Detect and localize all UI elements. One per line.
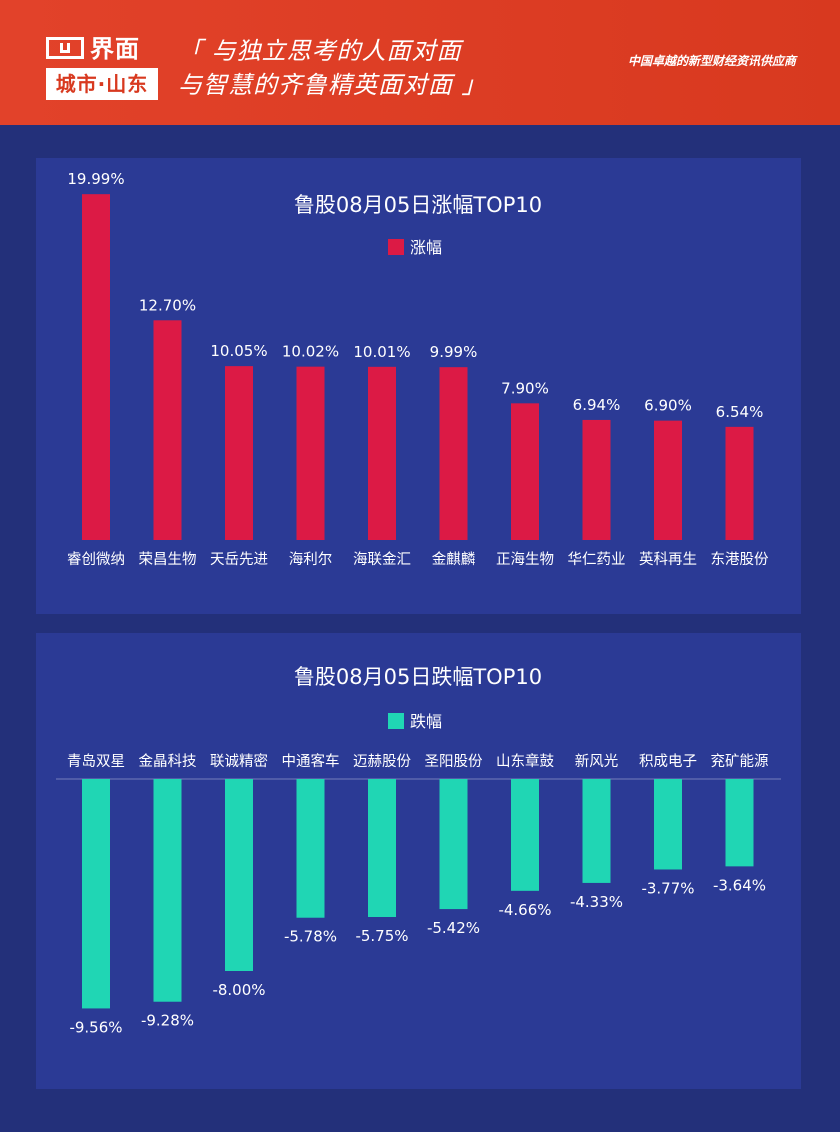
bar <box>439 367 468 540</box>
data-label: -9.56% <box>69 1018 122 1036</box>
legend-label: 涨幅 <box>410 238 442 257</box>
category-label: 正海生物 <box>496 551 554 568</box>
gainers-chart-panel: 鲁股08月05日涨幅TOP10 涨幅 19.99% 睿创微纳 12.70% 荣昌生物 10.… <box>36 158 801 614</box>
logo: 界面 <box>46 33 158 65</box>
data-label: -5.78% <box>284 928 337 946</box>
bar <box>511 779 539 891</box>
legend-swatch <box>388 713 404 729</box>
legend-label: 跌幅 <box>410 712 442 731</box>
data-label: -8.00% <box>212 981 265 999</box>
bar <box>153 320 182 540</box>
data-label: 10.02% <box>282 343 339 361</box>
bar <box>225 779 253 971</box>
bar <box>296 779 325 918</box>
category-label: 金麒麟 <box>432 551 476 568</box>
logo-subtitle: 城市·山东 <box>46 68 158 100</box>
category-label: 青岛双星 <box>67 753 125 770</box>
data-label: 10.01% <box>353 343 410 361</box>
tagline: 中国卓越的新型财经资讯供应商 <box>627 54 796 68</box>
gainers-chart: 鲁股08月05日涨幅TOP10 涨幅 19.99% 睿创微纳 12.70% 荣昌生物 10.… <box>67 170 769 568</box>
losers-chart-panel: 鲁股08月05日跌幅TOP10 跌幅 -9.56% 青岛双星 -9.28% 金晶科技 -8.… <box>36 633 801 1089</box>
slogan: 「 与独立思考的人面对面 与智慧的齐鲁精英面对面 」 <box>178 34 487 102</box>
data-label: 9.99% <box>430 343 478 361</box>
bar <box>225 366 253 540</box>
category-label: 积成电子 <box>639 753 697 770</box>
logo-title: 界面 <box>90 35 140 63</box>
data-label: -4.33% <box>570 893 623 911</box>
data-label: -4.66% <box>498 901 551 919</box>
data-label: 6.94% <box>573 396 621 414</box>
bar <box>153 779 182 1002</box>
legend-swatch <box>388 239 404 255</box>
category-label: 华仁药业 <box>568 551 626 568</box>
bar <box>582 419 611 540</box>
data-label: 7.90% <box>501 379 549 397</box>
bar <box>82 194 110 540</box>
category-label: 中通客车 <box>282 753 340 770</box>
category-label: 迈赫股份 <box>353 753 411 770</box>
category-label: 天岳先进 <box>210 551 268 568</box>
category-label: 荣昌生物 <box>139 551 197 568</box>
category-label: 联诚精密 <box>210 753 268 770</box>
bar <box>82 779 110 1009</box>
data-label: 6.90% <box>644 397 692 415</box>
bar <box>654 420 682 540</box>
category-label: 东港股份 <box>711 551 769 568</box>
data-label: -5.42% <box>427 919 480 937</box>
category-label: 海联金汇 <box>353 551 411 568</box>
data-label: 19.99% <box>67 170 124 188</box>
bar <box>511 403 539 540</box>
bar <box>725 426 754 540</box>
category-label: 山东章鼓 <box>496 752 554 770</box>
data-label: -9.28% <box>141 1012 194 1030</box>
category-label: 英科再生 <box>639 550 697 568</box>
category-label: 兖矿能源 <box>711 753 769 770</box>
data-label: -5.75% <box>355 927 408 945</box>
chart-title: 鲁股08月05日跌幅TOP10 <box>294 665 542 689</box>
bar <box>439 779 468 910</box>
data-label: -3.64% <box>713 876 766 894</box>
bar <box>368 779 396 917</box>
category-label: 海利尔 <box>289 551 333 568</box>
logo-mark-icon <box>46 37 84 59</box>
chart-title: 鲁股08月05日涨幅TOP10 <box>294 193 542 217</box>
bar <box>582 779 611 883</box>
slogan-line-2: 与智慧的齐鲁精英面对面 」 <box>178 71 487 99</box>
data-label: 10.05% <box>210 342 267 360</box>
losers-chart: 鲁股08月05日跌幅TOP10 跌幅 -9.56% 青岛双星 -9.28% 金晶科技 -8.… <box>56 665 781 1036</box>
data-label: 12.70% <box>139 296 196 314</box>
category-label: 金晶科技 <box>139 753 197 770</box>
category-label: 睿创微纳 <box>67 551 125 568</box>
bar <box>725 779 754 867</box>
bar <box>654 779 682 870</box>
bar <box>368 366 396 540</box>
category-label: 圣阳股份 <box>425 753 483 770</box>
header-banner: 界面 城市·山东 「 与独立思考的人面对面 与智慧的齐鲁精英面对面 」 中国卓越… <box>0 0 840 125</box>
data-label: 6.54% <box>716 403 764 421</box>
bar <box>296 366 325 540</box>
data-label: -3.77% <box>641 879 694 897</box>
category-label: 新风光 <box>575 753 619 770</box>
slogan-line-1: 「 与独立思考的人面对面 <box>178 37 462 65</box>
